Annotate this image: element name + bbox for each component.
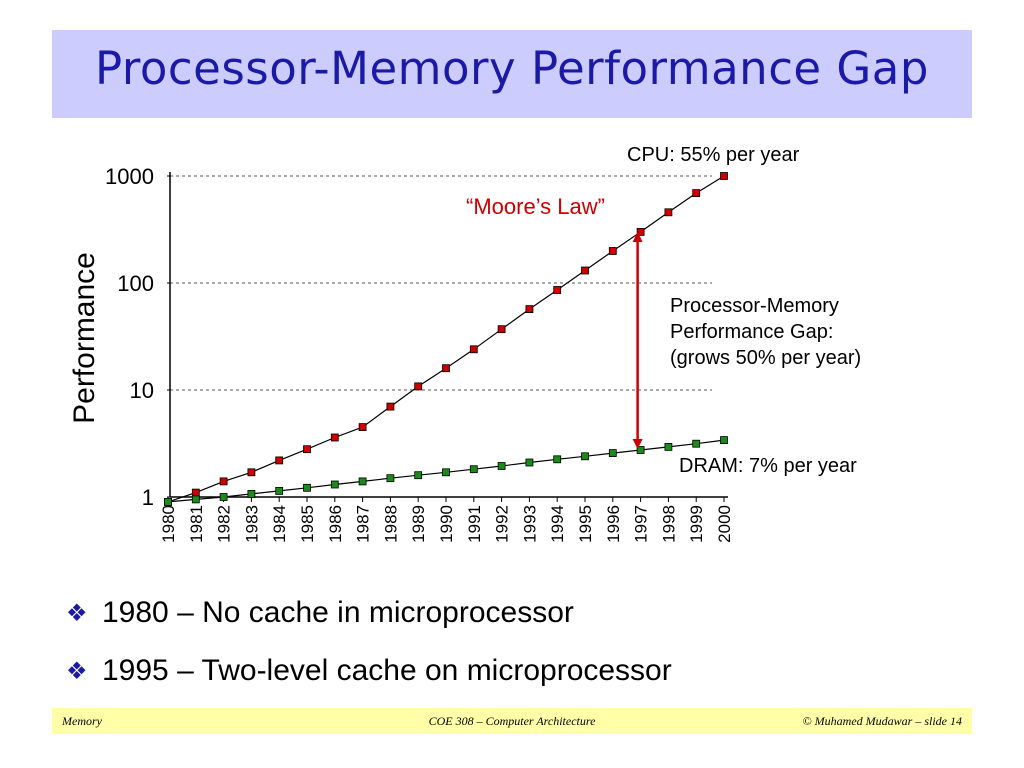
dram-data-point (497, 462, 506, 470)
x-tick-label: 1987 (354, 505, 373, 543)
x-tick-label: 1980 (159, 505, 178, 543)
dram-data-point (692, 439, 701, 448)
cpu-data-point (414, 382, 423, 391)
x-tick-label: 1990 (437, 505, 456, 543)
dram-data-point (275, 486, 284, 495)
footer-credit: © Muhamed Mudawar – slide 14 (802, 714, 962, 728)
x-tick-label: 1985 (298, 505, 317, 543)
x-tick-label: 1999 (687, 505, 706, 543)
gap-annotation-line: (grows 50% per year) (670, 347, 861, 369)
cpu-data-point (442, 364, 450, 373)
label-layer: 1 10 100 1000 1980 1981 1982 1983 1984 1985 1986 19… (68, 144, 861, 543)
cpu-data-point (497, 325, 506, 334)
x-tick-label: 1995 (576, 505, 595, 543)
dram-data-point (219, 493, 228, 501)
x-tick-label: 2000 (715, 505, 734, 543)
y-tick-label: 1000 (105, 164, 154, 189)
cpu-data-point (386, 402, 395, 411)
x-tick-label: 1996 (604, 505, 623, 543)
x-tick-label: 1993 (520, 505, 539, 543)
cpu-data-point (608, 247, 617, 255)
dram-data-point (553, 455, 562, 464)
x-tick-label: 1982 (215, 505, 234, 543)
y-tick-label: 1 (142, 485, 154, 510)
cpu-data-point (525, 305, 534, 314)
cpu-data-point (275, 456, 284, 465)
dram-data-point (414, 471, 423, 480)
cpu-data-point (330, 433, 339, 442)
x-tick-label: 1991 (465, 505, 484, 543)
dram-data-point (525, 458, 534, 467)
dram-data-point (608, 449, 617, 458)
bullet-item: ❖ 1980 – No cache in microprocessor (66, 584, 672, 642)
cpu-data-point (191, 488, 200, 497)
dram-data-point (636, 446, 645, 454)
gap-annotation: Processor-Memory Performance Gap: (grows 5… (670, 295, 861, 369)
x-tick-label: 1983 (242, 505, 261, 543)
series-layer (164, 172, 728, 506)
footer-bar: Memory COE 308 – Computer Architecture ©… (52, 708, 972, 734)
axes (167, 172, 728, 502)
bullet-item: ❖ 1995 – Two-level cache on microprocess… (66, 642, 672, 700)
bullet-text: 1995 – Two-level cache on microprocessor (102, 654, 672, 687)
title-bar: Processor-Memory Performance Gap (52, 30, 972, 118)
cpu-data-point (358, 423, 367, 432)
gap-annotation-line: Processor-Memory (670, 295, 839, 317)
bullet-text: 1980 – No cache in microprocessor (102, 596, 574, 629)
x-tick-label: 1989 (409, 505, 428, 543)
cpu-data-point (303, 445, 311, 454)
dram-data-point (664, 442, 673, 451)
bullet-list: ❖ 1980 – No cache in microprocessor ❖ 19… (66, 584, 672, 700)
x-tick-label: 1984 (270, 505, 289, 543)
cpu-data-point (664, 208, 673, 217)
slide-title: Processor-Memory Performance Gap (95, 42, 929, 95)
dram-data-point (303, 483, 311, 492)
y-tick-label: 100 (117, 271, 154, 296)
grid-lines (170, 175, 712, 391)
dram-data-point (581, 452, 589, 461)
x-tick-label: 1992 (493, 505, 512, 543)
x-tick-label: 1986 (326, 505, 345, 543)
x-tick-label: 1998 (659, 505, 678, 543)
cpu-data-point (469, 345, 478, 354)
dram-data-point (164, 497, 172, 506)
cpu-data-point (692, 189, 701, 198)
dram-data-point (442, 468, 450, 477)
cpu-data-point (636, 227, 645, 236)
dram-data-point (469, 465, 478, 474)
diamond-bullet-icon: ❖ (66, 657, 88, 685)
dram-data-point (720, 436, 728, 445)
footer-topic: Memory (62, 714, 102, 728)
cpu-data-point (247, 468, 256, 477)
gap-annotation-line: Performance Gap: (670, 321, 833, 343)
cpu-data-point (553, 286, 562, 294)
x-tick-label: 1997 (632, 505, 651, 543)
y-axis-label: Performance (68, 252, 101, 424)
dram-data-point (247, 489, 256, 498)
dram-data-point (386, 474, 395, 483)
dram-data-point (330, 480, 339, 489)
diamond-bullet-icon: ❖ (66, 599, 88, 627)
footer-course: COE 308 – Computer Architecture (428, 714, 596, 728)
y-tick-label: 10 (130, 378, 154, 403)
x-tick-label: 1988 (381, 505, 400, 543)
cpu-series-label: CPU: 55% per year (627, 144, 800, 166)
cpu-data-point (720, 172, 728, 180)
dram-data-point (191, 495, 200, 504)
x-tick-label: 1981 (187, 505, 206, 543)
moores-law-annotation: “Moore’s Law” (466, 194, 605, 219)
dram-data-point (358, 477, 367, 486)
cpu-data-point (219, 477, 228, 486)
x-tick-label: 1994 (548, 505, 567, 543)
dram-series-label: DRAM: 7% per year (679, 455, 857, 477)
cpu-data-point (581, 266, 589, 275)
